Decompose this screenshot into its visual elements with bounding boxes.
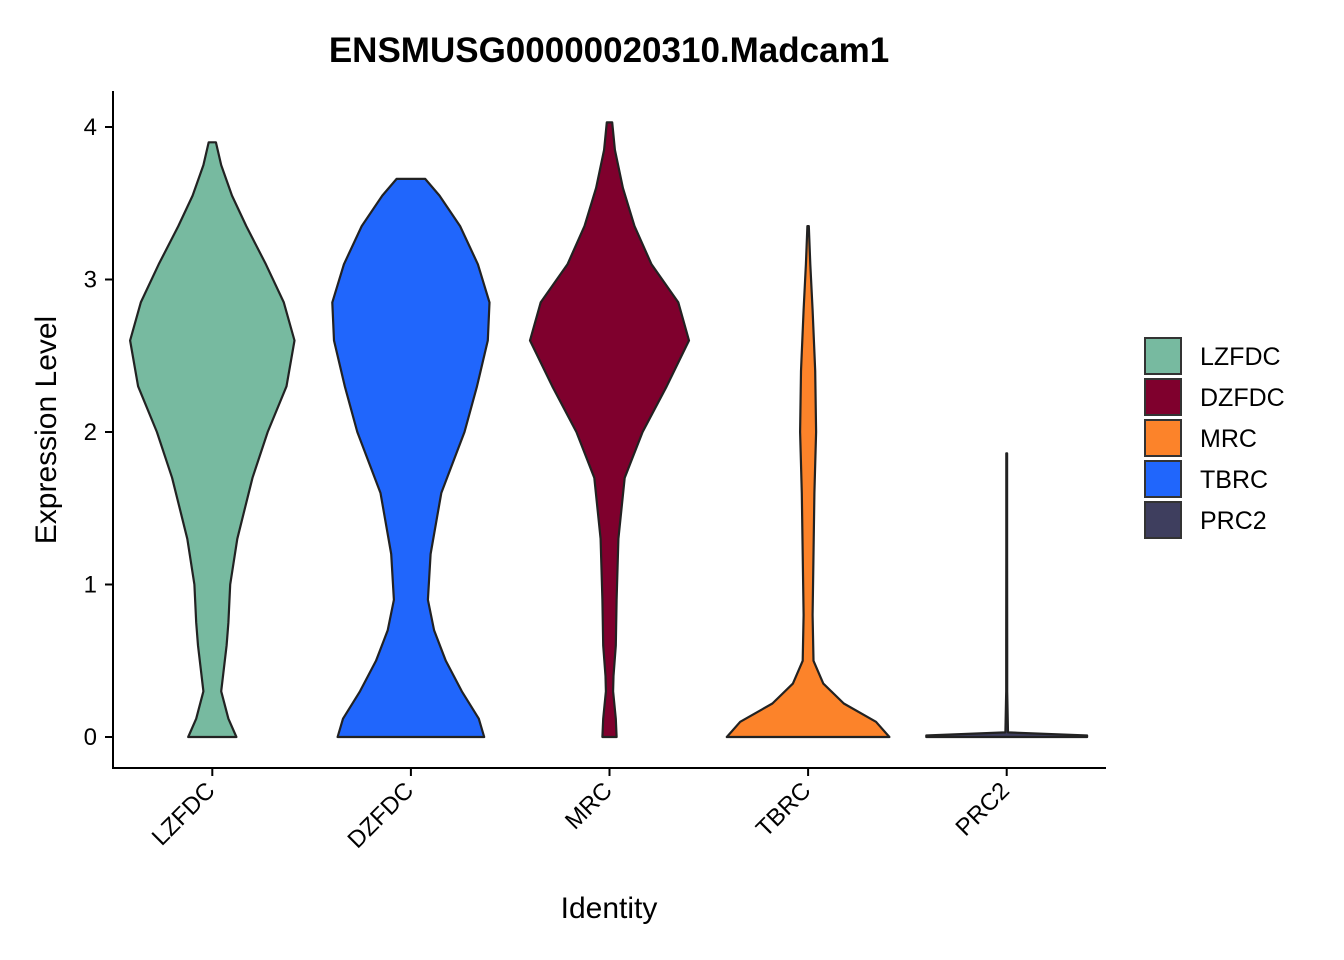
legend-swatch-mrc — [1144, 419, 1182, 457]
legend: LZFDC DZFDC MRC TBRC PRC2 — [1144, 337, 1285, 539]
x-tick-label-tbrc: TBRC — [751, 777, 816, 842]
legend-label-mrc: MRC — [1200, 425, 1257, 453]
x-tick-label-prc2: PRC2 — [951, 777, 1015, 841]
legend-swatch-tbrc — [1144, 460, 1182, 498]
legend-swatch-lzfdc — [1144, 337, 1182, 375]
legend-label-prc2: PRC2 — [1200, 507, 1267, 535]
y-tick-label: 3 — [84, 267, 97, 294]
violin-dzfdc — [331, 177, 491, 739]
x-tick-label-dzfdc: DZFDC — [343, 777, 420, 854]
legend-swatch-dzfdc — [1144, 378, 1182, 416]
violin-tbrc — [725, 225, 891, 739]
legend-label-lzfdc: LZFDC — [1200, 343, 1281, 371]
y-tick-label: 0 — [84, 724, 97, 751]
violin-prc2 — [925, 452, 1089, 739]
x-tick-label-mrc: MRC — [560, 777, 618, 835]
violin-mrc — [528, 121, 691, 739]
violins — [129, 121, 1089, 739]
x-tick-label-lzfdc: LZFDC — [147, 777, 221, 851]
legend-label-dzfdc: DZFDC — [1200, 384, 1285, 412]
chart-title: ENSMUSG00000020310.Madcam1 — [329, 31, 889, 70]
x-axis-ticks: LZFDC DZFDC MRC TBRC PRC2 — [147, 768, 1015, 854]
y-axis-ticks: 0 1 2 3 4 — [84, 114, 113, 751]
legend-swatch-prc2 — [1144, 501, 1182, 539]
y-tick-label: 2 — [84, 419, 97, 446]
y-tick-label: 4 — [84, 114, 97, 141]
legend-label-tbrc: TBRC — [1200, 466, 1268, 494]
violin-lzfdc — [129, 141, 296, 739]
y-tick-label: 1 — [84, 572, 97, 599]
x-axis-title: Identity — [561, 892, 658, 925]
y-axis-title: Expression Level — [30, 316, 63, 544]
